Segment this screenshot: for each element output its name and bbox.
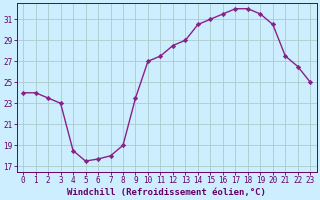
X-axis label: Windchill (Refroidissement éolien,°C): Windchill (Refroidissement éolien,°C) (67, 188, 266, 197)
